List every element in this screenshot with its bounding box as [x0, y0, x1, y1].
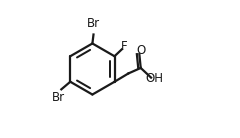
Text: Br: Br: [87, 17, 100, 30]
Text: Br: Br: [52, 91, 65, 104]
Text: F: F: [121, 40, 128, 53]
Text: OH: OH: [145, 72, 163, 85]
Text: O: O: [136, 44, 145, 57]
